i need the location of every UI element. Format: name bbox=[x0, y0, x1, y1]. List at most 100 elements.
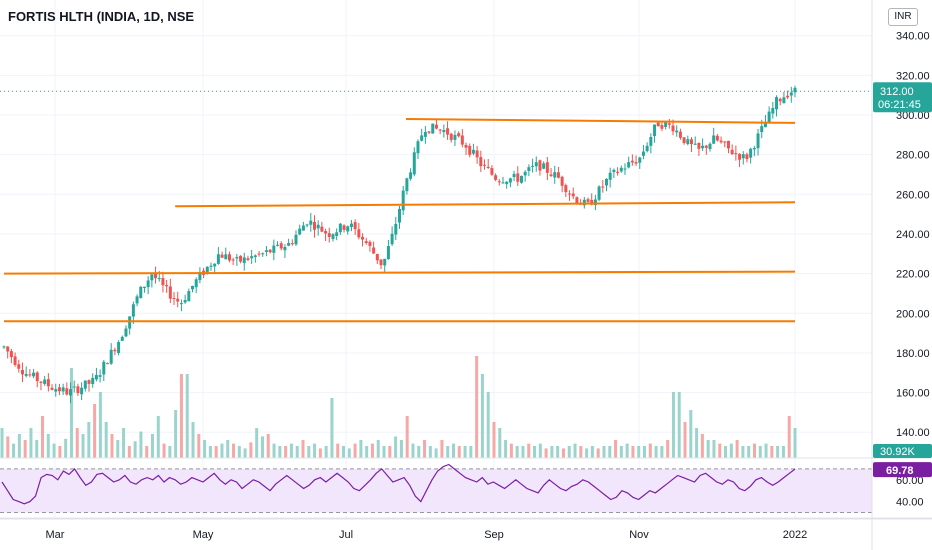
candle-body bbox=[434, 124, 438, 129]
candle-body bbox=[763, 122, 767, 128]
candle-body bbox=[57, 387, 61, 392]
volume-bar bbox=[556, 446, 560, 458]
candle-body bbox=[738, 153, 742, 160]
candle-body bbox=[664, 122, 668, 127]
rsi-tick-label: 60.00 bbox=[896, 475, 924, 487]
candle-body bbox=[242, 257, 246, 264]
volume-bar bbox=[58, 446, 62, 458]
volume-bar bbox=[220, 443, 224, 458]
volume-bar bbox=[191, 422, 195, 458]
volume-bar bbox=[631, 446, 635, 458]
candle-body bbox=[94, 375, 98, 380]
candle-body bbox=[420, 135, 424, 141]
currency-button[interactable]: INR bbox=[888, 8, 918, 26]
candle-body bbox=[486, 166, 490, 168]
volume-bar bbox=[104, 422, 108, 458]
candle-body bbox=[268, 249, 272, 253]
candle-body bbox=[61, 387, 65, 392]
candle-body bbox=[209, 265, 213, 267]
candle-body bbox=[13, 356, 17, 365]
candle-body bbox=[494, 175, 498, 180]
candle-body bbox=[335, 232, 339, 236]
rsi-pane bbox=[0, 457, 932, 519]
volume-bar bbox=[81, 434, 85, 458]
candle-body bbox=[438, 129, 442, 131]
candle-body bbox=[398, 209, 401, 223]
volume-bar bbox=[64, 438, 68, 458]
volume-bar bbox=[417, 446, 421, 458]
candle-body bbox=[490, 168, 494, 175]
volume-bar bbox=[41, 416, 45, 458]
volume-bar bbox=[318, 448, 322, 458]
volume-value: 30.92K bbox=[880, 446, 916, 458]
candle-body bbox=[135, 296, 139, 304]
volume-bar bbox=[145, 446, 149, 458]
volume-bar bbox=[174, 410, 178, 458]
candle-body bbox=[775, 97, 779, 110]
candle-body bbox=[109, 349, 113, 364]
price-axis: 140.00 160.00 180.00 200.00 220.00 240.00 260.… bbox=[871, 0, 930, 550]
candle-body bbox=[128, 316, 132, 329]
volume-bar bbox=[781, 446, 785, 458]
rsi-line bbox=[1, 463, 796, 505]
candle-body bbox=[675, 130, 679, 133]
candle-body bbox=[191, 285, 195, 290]
candle-body bbox=[715, 135, 719, 141]
volume-bar bbox=[330, 398, 334, 458]
candle-body bbox=[379, 259, 383, 266]
candle-body bbox=[597, 186, 601, 200]
volume-bar bbox=[168, 446, 172, 458]
candle-body bbox=[50, 387, 54, 390]
volume-bar bbox=[602, 446, 606, 458]
candle-body bbox=[361, 236, 365, 240]
candle-body bbox=[69, 389, 73, 396]
volume-bar bbox=[75, 428, 79, 458]
volume-bar bbox=[226, 440, 230, 458]
candle-body bbox=[65, 388, 69, 395]
candle-body bbox=[298, 228, 302, 235]
volume-bar bbox=[260, 436, 264, 458]
volume-bar bbox=[550, 446, 554, 458]
candle-body bbox=[187, 291, 191, 302]
volume-bar bbox=[625, 443, 629, 458]
volume-bar bbox=[150, 434, 154, 458]
candle-body bbox=[146, 280, 150, 288]
candle-body bbox=[179, 303, 183, 305]
time-tick-label: 2022 bbox=[783, 529, 807, 541]
candle-body bbox=[383, 258, 387, 266]
candle-body bbox=[364, 241, 368, 243]
candle-body bbox=[667, 123, 671, 125]
volume-bar bbox=[515, 446, 519, 458]
time-tick-label: Mar bbox=[46, 529, 65, 541]
volume-bar bbox=[712, 440, 716, 458]
candle-body bbox=[76, 386, 80, 394]
candle-body bbox=[545, 162, 549, 173]
last-price-value: 312.00 bbox=[880, 86, 914, 98]
volume-bar bbox=[295, 446, 299, 458]
candle-body bbox=[501, 182, 505, 184]
candle-body bbox=[741, 154, 745, 159]
volume-bar bbox=[133, 441, 137, 458]
candle-body bbox=[612, 169, 616, 173]
candle-body bbox=[287, 242, 291, 246]
candle-body bbox=[412, 152, 416, 175]
volume-bar bbox=[0, 428, 4, 458]
volume-bar bbox=[729, 443, 733, 458]
candle-body bbox=[457, 133, 461, 137]
candle-body bbox=[538, 160, 542, 171]
candle-body bbox=[756, 133, 760, 149]
volume-bar bbox=[428, 446, 432, 458]
candle-body bbox=[342, 225, 346, 230]
candle-body bbox=[701, 145, 705, 149]
candle-body bbox=[28, 374, 32, 376]
candle-body bbox=[261, 253, 265, 255]
volume-bar bbox=[689, 410, 693, 458]
candle-body bbox=[686, 139, 690, 144]
candle-body bbox=[168, 286, 172, 299]
candle-body bbox=[327, 233, 331, 237]
volume-bar bbox=[203, 440, 207, 458]
candle-body bbox=[272, 245, 276, 253]
candle-body bbox=[508, 178, 512, 183]
volume-bar bbox=[179, 374, 183, 458]
